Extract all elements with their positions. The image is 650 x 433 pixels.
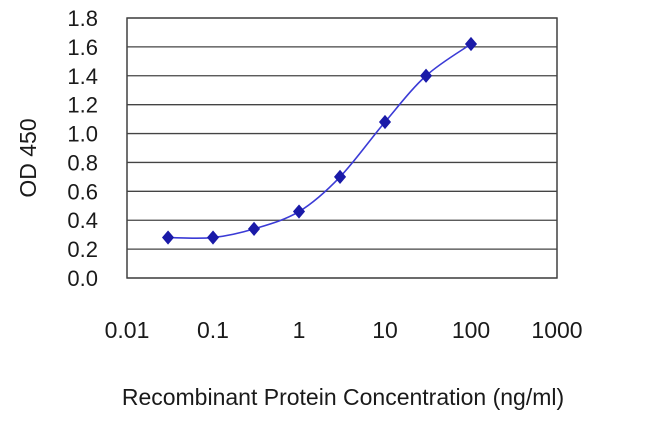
- y-axis-title: OD 450: [15, 118, 41, 197]
- y-tick-label: 1.4: [67, 64, 98, 89]
- x-tick-label: 1: [293, 317, 306, 343]
- y-tick-label: 0.8: [67, 150, 98, 175]
- data-point-marker: [333, 169, 347, 185]
- x-tick-label: 0.1: [197, 317, 229, 343]
- y-tick-label: 0.4: [67, 208, 98, 233]
- series-group: [161, 36, 478, 245]
- y-tick-label: 1.8: [67, 6, 98, 31]
- y-axis-ticks: 0.0 0.2 0.4 0.6 0.8 1.0 1.2 1.4 1.6 1.8: [67, 6, 98, 291]
- data-point-marker: [292, 204, 306, 219]
- y-tick-label: 1.6: [67, 35, 98, 60]
- y-tick-label: 0.2: [67, 237, 98, 262]
- data-point-marker: [419, 68, 433, 83]
- plot-border: [126, 17, 558, 279]
- data-point-marker: [464, 36, 478, 52]
- data-point-marker: [247, 221, 261, 237]
- x-tick-label: 10: [372, 317, 398, 343]
- y-tick-label: 1.2: [67, 93, 98, 118]
- data-point-marker: [161, 230, 175, 245]
- data-point-marker: [206, 230, 220, 245]
- x-tick-label: 1000: [531, 317, 582, 343]
- x-tick-label: 0.01: [105, 317, 150, 343]
- y-tick-label: 0.6: [67, 179, 98, 204]
- y-tick-label: 0.0: [67, 266, 98, 291]
- y-tick-label: 1.0: [67, 122, 98, 147]
- x-axis-ticks: 0.01 0.1 1 10 100 1000: [105, 317, 583, 343]
- plot-area: [126, 17, 558, 279]
- grid-lines: [127, 17, 557, 279]
- data-point-marker: [378, 114, 392, 130]
- x-tick-label: 100: [452, 317, 490, 343]
- x-axis-title: Recombinant Protein Concentration (ng/ml…: [122, 384, 564, 410]
